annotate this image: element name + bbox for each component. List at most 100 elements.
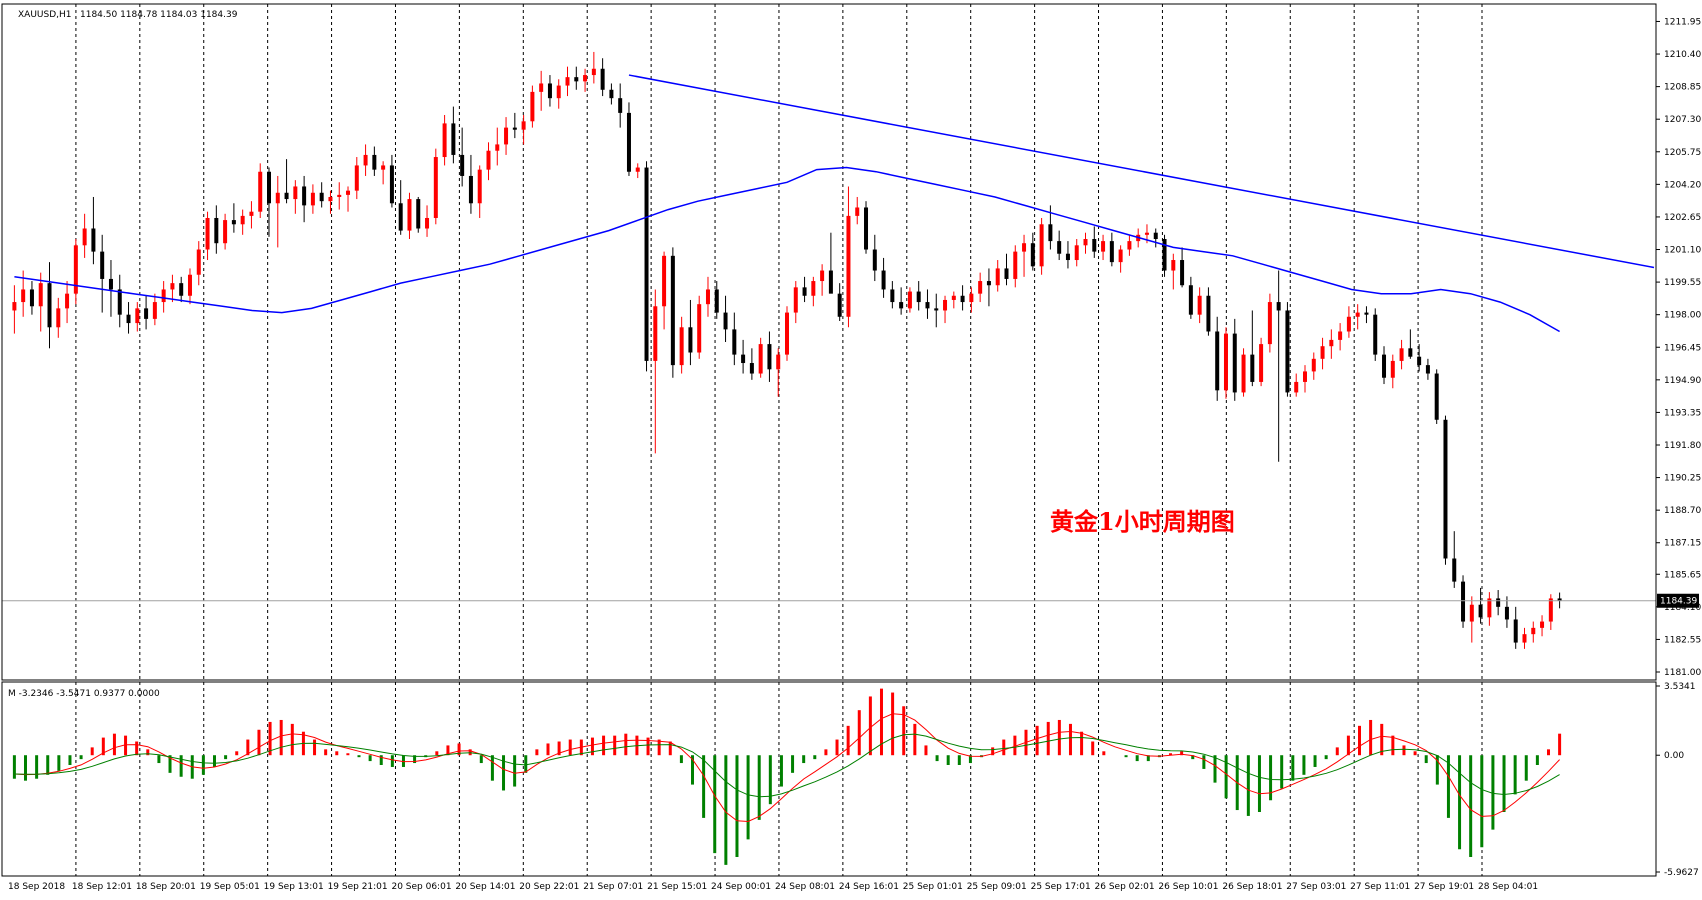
candle-bull[interactable] <box>565 77 570 86</box>
candle-bull[interactable] <box>679 327 684 366</box>
candle-bear[interactable] <box>1496 598 1501 607</box>
price-pane[interactable] <box>2 51 1656 649</box>
candle-bear[interactable] <box>899 302 904 309</box>
candle-bull[interactable] <box>1118 249 1123 263</box>
candle-bull[interactable] <box>1223 333 1228 391</box>
candle-bull[interactable] <box>1522 634 1527 643</box>
candle-bear[interactable] <box>512 127 517 130</box>
candle-bull[interactable] <box>38 283 43 307</box>
candle-bull[interactable] <box>653 306 658 361</box>
candle-bull[interactable] <box>12 302 17 311</box>
candle-bull[interactable] <box>635 167 640 172</box>
candle-bull[interactable] <box>978 281 983 294</box>
candle-bear[interactable] <box>934 308 939 311</box>
candle-bear[interactable] <box>828 270 833 294</box>
candle-bull[interactable] <box>539 83 544 92</box>
candle-bear[interactable] <box>1364 312 1369 315</box>
candle-bull[interactable] <box>697 304 702 353</box>
candle-bear[interactable] <box>802 287 807 296</box>
candle-bear[interactable] <box>1443 419 1448 559</box>
candle-bear[interactable] <box>609 89 614 99</box>
candle-bear[interactable] <box>1188 285 1193 315</box>
candle-bear[interactable] <box>644 167 649 361</box>
candle-bull[interactable] <box>240 215 245 225</box>
candle-bear[interactable] <box>398 203 403 231</box>
candle-bull[interactable] <box>363 154 368 166</box>
candle-bear[interactable] <box>1373 314 1378 355</box>
candle-bear[interactable] <box>670 255 675 366</box>
candle-bull[interactable] <box>293 186 298 200</box>
candle-bear[interactable] <box>574 77 579 82</box>
candle-bear[interactable] <box>1057 241 1062 254</box>
candle-bear[interactable] <box>837 293 842 317</box>
candle-bear[interactable] <box>1417 356 1422 366</box>
candle-bear[interactable] <box>284 192 289 200</box>
candle-bull[interactable] <box>1531 627 1536 635</box>
candle-bear[interactable] <box>1276 302 1281 311</box>
candle-bear[interactable] <box>231 220 236 225</box>
candle-bull[interactable] <box>1259 344 1264 382</box>
candle-bear[interactable] <box>1504 606 1509 620</box>
candle-bull[interactable] <box>425 217 430 229</box>
candle-bear[interactable] <box>881 270 886 290</box>
candle-bear[interactable] <box>29 289 34 307</box>
candle-bear[interactable] <box>91 228 96 252</box>
candle-bull[interactable] <box>1294 381 1299 393</box>
candle-bull[interactable] <box>1390 360 1395 378</box>
candle-bull[interactable] <box>1303 371 1307 382</box>
candle-bull[interactable] <box>846 215 851 317</box>
candle-bear[interactable] <box>126 314 131 324</box>
candle-bear[interactable] <box>460 154 465 176</box>
candle-bull[interactable] <box>521 121 526 130</box>
candle-bear[interactable] <box>714 289 719 313</box>
candle-bull[interactable] <box>1548 598 1553 622</box>
candle-bear[interactable] <box>1109 241 1114 263</box>
candle-bull[interactable] <box>495 144 500 151</box>
candle-bull[interactable] <box>205 217 210 250</box>
candle-bull[interactable] <box>855 207 860 216</box>
candle-bear[interactable] <box>451 123 456 155</box>
candle-bear[interactable] <box>618 98 623 113</box>
candle-bull[interactable] <box>56 308 61 328</box>
candle-bull[interactable] <box>995 268 1000 286</box>
candle-bull[interactable] <box>1329 339 1334 347</box>
candle-bull[interactable] <box>1320 346 1325 359</box>
candle-bull[interactable] <box>187 274 192 296</box>
candle-bull[interactable] <box>1241 354 1246 393</box>
candle-bull[interactable] <box>785 312 789 355</box>
candle-bear[interactable] <box>600 68 605 90</box>
candle-bear[interactable] <box>468 175 473 204</box>
candle-bull[interactable] <box>530 91 535 122</box>
candle-bull[interactable] <box>1144 232 1149 235</box>
candle-bull[interactable] <box>152 302 157 319</box>
candle-bull[interactable] <box>21 289 26 303</box>
candle-bear[interactable] <box>916 291 921 303</box>
candle-bull[interactable] <box>407 199 412 231</box>
candle-bear[interactable] <box>1250 354 1255 382</box>
candle-bull[interactable] <box>346 190 351 195</box>
candle-bull[interactable] <box>591 68 596 76</box>
candle-bull[interactable] <box>943 299 948 311</box>
candle-bull[interactable] <box>82 228 87 246</box>
candle-bear[interactable] <box>626 112 631 172</box>
candle-bear[interactable] <box>144 308 149 319</box>
candle-bull[interactable] <box>477 169 482 204</box>
candle-bull[interactable] <box>951 295 956 300</box>
candle-bear[interactable] <box>925 302 930 309</box>
candle-bear[interactable] <box>741 354 746 364</box>
candle-bull[interactable] <box>583 75 588 82</box>
candle-bull[interactable] <box>1267 302 1272 345</box>
candle-bull[interactable] <box>381 165 386 170</box>
candle-bear[interactable] <box>749 363 754 374</box>
candle-bear[interactable] <box>986 281 991 286</box>
candle-bull[interactable] <box>1469 604 1474 622</box>
candle-bull[interactable] <box>556 85 561 99</box>
candle-bear[interactable] <box>372 154 377 170</box>
macd-pane[interactable] <box>12 688 1562 865</box>
candle-bear[interactable] <box>108 278 113 290</box>
candle-bull[interactable] <box>161 289 166 303</box>
candle-bear[interactable] <box>1478 604 1483 618</box>
candle-bear[interactable] <box>416 199 421 229</box>
